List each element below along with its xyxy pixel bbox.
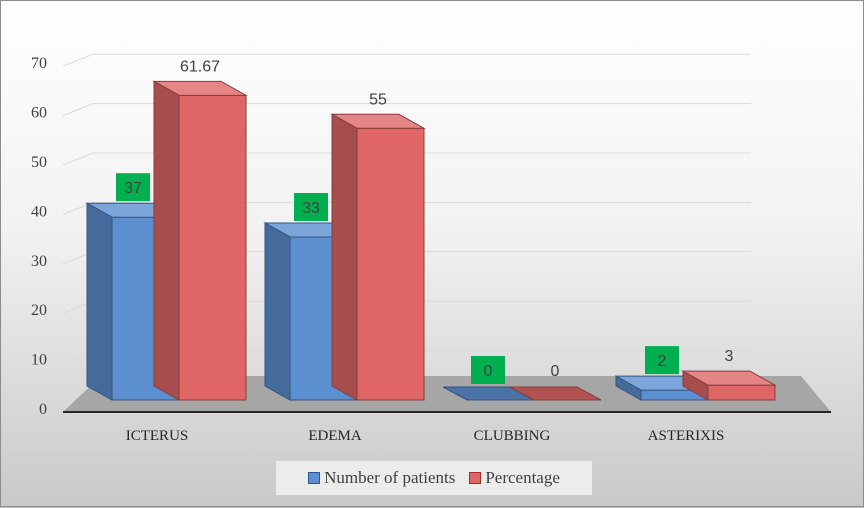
gridline (62, 201, 751, 215)
bar-side-edema-1 (331, 113, 358, 401)
bar-side-edema-0 (264, 222, 291, 401)
y-tick-label: 40 (31, 203, 47, 220)
x-tick-label: EDEMA (308, 428, 361, 444)
x-tick-label: ASTERIXIS (648, 428, 725, 444)
legend-item-percentage: Percentage (469, 468, 560, 488)
bar-side-asterixis-0 (615, 375, 642, 401)
bar-edema-1 (356, 127, 425, 401)
bar-side-icterus-1 (153, 80, 180, 401)
y-tick-label: 10 (31, 352, 47, 369)
legend-label-number-of-patients: Number of patients (324, 468, 456, 487)
bar-icterus-1 (178, 94, 247, 401)
x-tick-label: CLUBBING (474, 428, 551, 444)
data-label-bg-asterixis (645, 346, 679, 375)
legend: Number of patients Percentage (276, 461, 592, 495)
y-tick-label: 60 (31, 105, 47, 122)
y-tick-label: 20 (31, 302, 47, 319)
data-label-bg-edema (294, 192, 328, 221)
y-tick-label: 50 (31, 154, 47, 171)
legend-swatch-number-of-patients (308, 472, 321, 484)
data-label-icterus-1: 61.67 (180, 58, 220, 75)
y-tick-label: 70 (31, 55, 47, 72)
bar-asterixis-1 (707, 384, 776, 401)
data-label-asterixis-0: 2 (658, 353, 667, 370)
gridline (62, 152, 751, 166)
data-label-asterixis-1: 3 (725, 348, 734, 365)
legend-item-number-of-patients: Number of patients (308, 468, 455, 488)
data-label-bg-clubbing (471, 356, 505, 384)
legend-swatch-percentage (469, 472, 482, 484)
y-tick-label: 0 (39, 401, 47, 418)
x-tick-label: ICTERUS (126, 428, 189, 444)
gridline (62, 103, 751, 117)
data-label-clubbing-0: 0 (484, 363, 493, 380)
legend-label-percentage: Percentage (485, 468, 560, 487)
data-label-clubbing-1: 0 (551, 363, 560, 380)
bar-side-asterixis-1 (682, 370, 709, 401)
bar-clubbing-1 (509, 386, 602, 401)
bar-side-icterus-0 (86, 202, 113, 401)
y-tick-label: 30 (31, 253, 47, 270)
data-label-edema-1: 55 (369, 91, 387, 108)
data-label-icterus-0: 37 (124, 180, 142, 197)
data-label-bg-icterus (116, 173, 150, 202)
gridline (62, 53, 751, 67)
data-label-edema-0: 33 (302, 200, 320, 217)
